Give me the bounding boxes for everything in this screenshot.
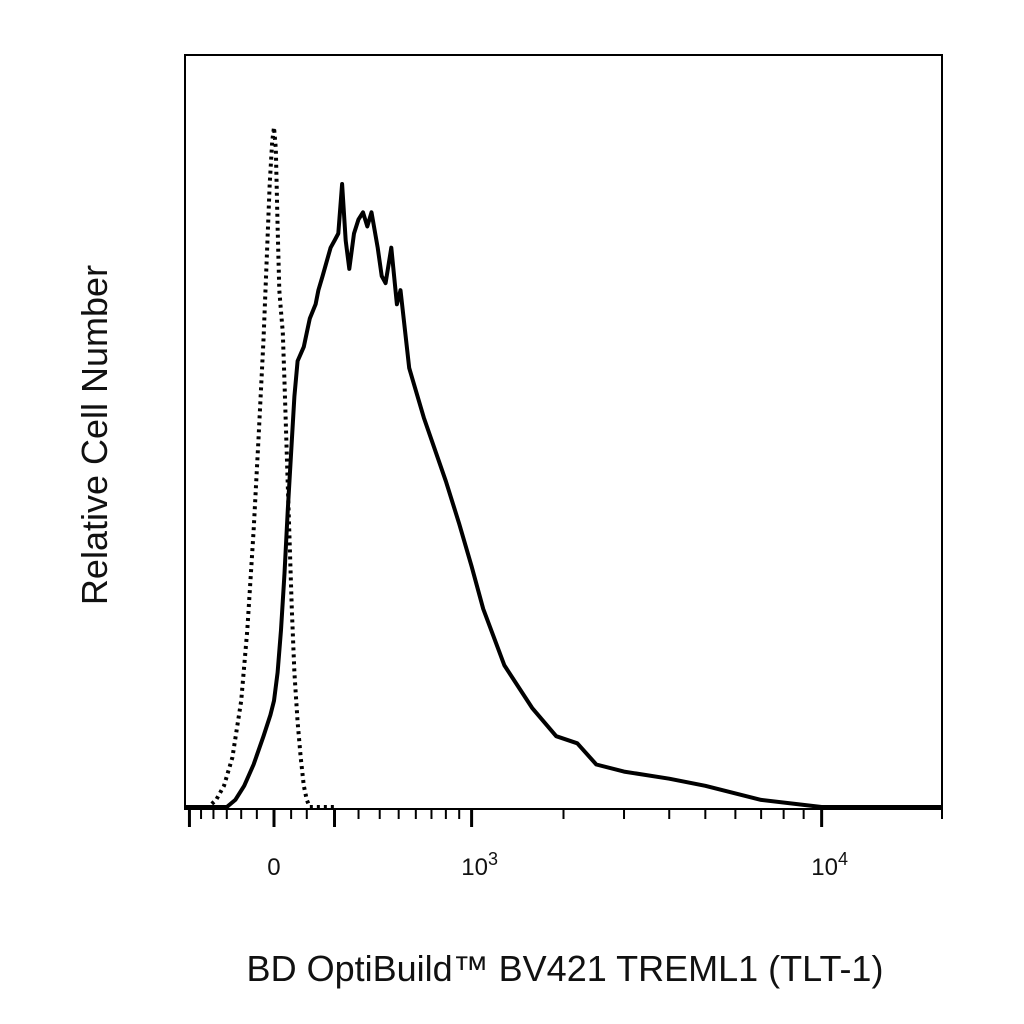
x-axis-tick-labels: 0 103 104: [267, 849, 848, 881]
x-tick-label-power: 104: [811, 849, 848, 881]
x-tick-label-power: 103: [461, 849, 498, 881]
plot-frame: [184, 54, 943, 810]
series-isotype-control-line: [185, 125, 335, 809]
x-axis-label: BD OptiBuild™ BV421 TREML1 (TLT-1): [246, 948, 884, 989]
x-axis-ticks: [187, 809, 943, 827]
series-stained-line: [185, 182, 942, 809]
series-layer: [185, 125, 942, 809]
x-tick-label: 0: [267, 854, 280, 881]
y-axis-label: Relative Cell Number: [74, 264, 115, 606]
